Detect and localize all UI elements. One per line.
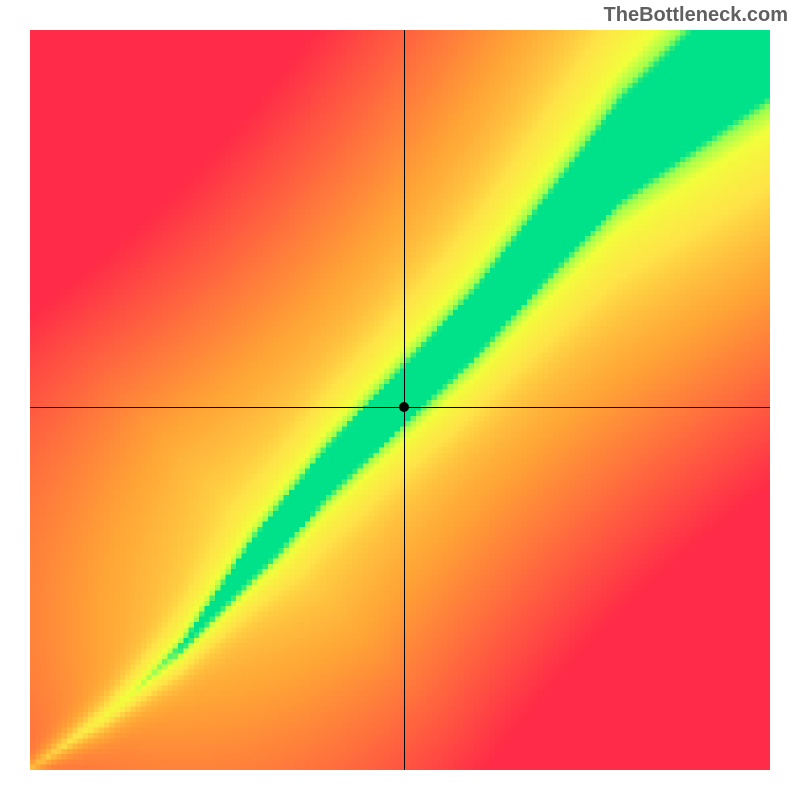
watermark-text: TheBottleneck.com	[604, 4, 788, 27]
heatmap-plot	[30, 30, 770, 770]
heatmap-canvas	[30, 30, 770, 770]
crosshair-vertical	[404, 30, 405, 770]
chart-container: TheBottleneck.com	[0, 0, 800, 800]
data-point-marker	[399, 402, 409, 412]
